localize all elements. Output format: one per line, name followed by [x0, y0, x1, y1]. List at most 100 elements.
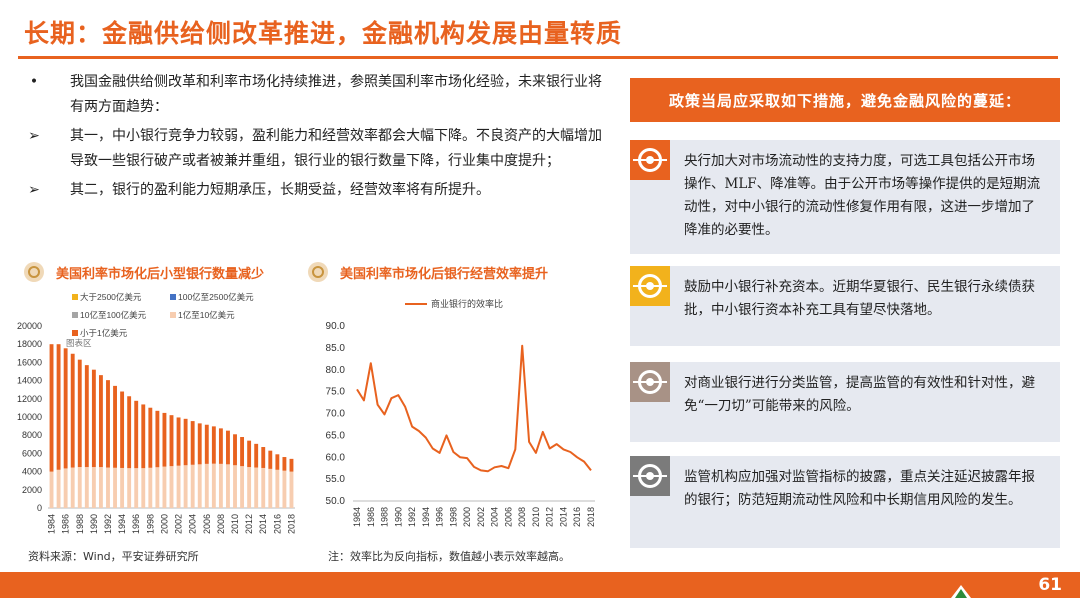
- x-tick-label: 1990: [89, 514, 99, 534]
- y-tick-label: 18000: [17, 339, 42, 349]
- y-tick-label: 55.0: [326, 474, 346, 485]
- chart2-heading: 美国利率市场化后银行经营效率提升: [308, 262, 548, 282]
- y-tick-label: 65.0: [326, 430, 346, 441]
- y-tick-label: 90.0: [326, 321, 346, 332]
- bar: [275, 469, 280, 508]
- bar: [120, 391, 125, 468]
- measure-text: 央行加大对市场流动性的支持力度，可选工具包括公开市场操作、MLF、降准等。由于公…: [684, 153, 1041, 238]
- logo-icon: [951, 585, 971, 598]
- bar: [113, 467, 117, 508]
- y-tick-label: 70.0: [326, 409, 346, 420]
- measure-text: 鼓励中小银行补充资本。近期华夏银行、民生银行永续债获批，中小银行资本补充工具有望…: [684, 279, 1035, 318]
- bar: [120, 467, 125, 508]
- intro-section: • 我国金融供给侧改革和利率市场化持续推进，参照美国利率市场化经验，未来银行业将…: [22, 70, 602, 207]
- x-tick-label: 1984: [352, 507, 362, 527]
- bar: [63, 468, 68, 508]
- bar: [197, 423, 202, 465]
- target-icon: [630, 456, 670, 496]
- bar: [77, 359, 82, 468]
- bar: [247, 467, 252, 508]
- chart-footnote: 注：效率比为反向指标，数值越小表示效率越高。: [328, 550, 570, 563]
- bar: [204, 463, 209, 508]
- page-number: 61: [1038, 575, 1062, 595]
- bar: [240, 466, 245, 508]
- bar: [141, 468, 146, 508]
- x-tick-label: 2012: [545, 507, 555, 527]
- legend-swatch: [72, 312, 78, 318]
- bar: [134, 400, 139, 469]
- bar: [254, 467, 259, 508]
- y-tick-label: 60.0: [326, 452, 346, 463]
- y-tick-label: 6000: [22, 448, 42, 458]
- x-tick-label: 1998: [448, 507, 458, 527]
- x-tick-label: 1984: [47, 514, 57, 534]
- measure-text: 对商业银行进行分类监管，提高监管的有效性和针对性，避免“一刀切”可能带来的风险。: [684, 375, 1035, 414]
- x-tick-label: 2016: [272, 514, 282, 534]
- legend-overlay-label: 图表区: [66, 338, 92, 348]
- bar: [190, 421, 195, 465]
- bar: [98, 375, 103, 468]
- bar: [169, 415, 174, 467]
- bar: [226, 430, 230, 465]
- bar: [211, 463, 216, 508]
- bar: [211, 426, 216, 464]
- bar: [155, 467, 160, 508]
- bar: [106, 467, 110, 508]
- bar: [77, 467, 82, 508]
- legend-swatch: [170, 312, 176, 318]
- bar: [84, 467, 89, 508]
- target-icon: [630, 362, 670, 402]
- y-tick-label: 80.0: [326, 365, 346, 376]
- intro-text: 我国金融供给侧改革和利率市场化持续推进，参照美国利率市场化经验，未来银行业将有两…: [70, 74, 602, 115]
- bar: [91, 467, 96, 508]
- x-tick-label: 1988: [75, 514, 85, 534]
- page-title: 长期：金融供给侧改革推进，金融机构发展由量转质: [24, 19, 623, 48]
- y-tick-label: 75.0: [326, 387, 346, 398]
- legend-label: 商业银行的效率比: [431, 298, 503, 309]
- x-tick-label: 2006: [503, 507, 513, 527]
- legend-swatch: [72, 294, 78, 300]
- measures-title: 政策当局应采取如下措施，避免金融风险的蔓延：: [630, 78, 1060, 122]
- measure-card: 对商业银行进行分类监管，提高监管的有效性和针对性，避免“一刀切”可能带来的风险。: [630, 362, 1060, 442]
- bar: [148, 467, 153, 508]
- x-tick-label: 1998: [145, 514, 155, 534]
- bar: [56, 469, 61, 508]
- legend-label: 10亿至100亿美元: [80, 310, 147, 320]
- bar: [268, 450, 273, 469]
- y-tick-label: 2000: [22, 485, 42, 495]
- x-tick-label: 2016: [572, 507, 582, 527]
- bar: [113, 385, 117, 468]
- legend-swatch: [170, 294, 176, 300]
- y-tick-label: 10000: [17, 412, 42, 422]
- y-tick-label: 0: [37, 503, 42, 513]
- bank-count-chart: 大于2500亿美元 100亿至2500亿美元 10亿至100亿美元 1亿至10亿美元小…: [17, 292, 297, 534]
- trend-two-text: 其二，银行的盈利能力短期承压，长期受益，经营效率将有所提升。: [70, 182, 490, 198]
- bar: [70, 467, 75, 508]
- x-tick-label: 2008: [517, 507, 527, 527]
- bar: [204, 424, 209, 464]
- chart1-title: 美国利率市场化后小型银行数量减少: [56, 266, 265, 282]
- source-note: 资料来源：Wind，平安证券研究所: [28, 550, 199, 563]
- trend-one-text: 其一，中小银行竞争力较弱，盈利能力和经营效率都会大幅下降。不良资产的大幅增加导致…: [70, 128, 602, 169]
- measure-card: 监管机构应加强对监管指标的披露，重点关注延迟披露年报的银行；防范短期流动性风险和…: [630, 456, 1060, 548]
- y-tick-label: 16000: [17, 357, 42, 367]
- bar: [176, 465, 181, 508]
- x-tick-label: 1996: [131, 514, 141, 534]
- bar: [169, 466, 174, 508]
- x-tick-label: 1994: [421, 507, 431, 527]
- target-icon: [308, 262, 328, 282]
- bar: [155, 410, 160, 468]
- x-tick-label: 1986: [61, 514, 71, 534]
- bullet-marker: •: [29, 74, 39, 90]
- x-tick-label: 2010: [230, 514, 240, 534]
- measure-card: 央行加大对市场流动性的支持力度，可选工具包括公开市场操作、MLF、降准等。由于公…: [630, 140, 1060, 254]
- x-tick-label: 2000: [462, 507, 472, 527]
- bar: [226, 464, 230, 508]
- x-tick-label: 1996: [435, 507, 445, 527]
- bar: [148, 407, 153, 468]
- bar: [162, 466, 167, 508]
- x-tick-label: 1988: [380, 507, 390, 527]
- x-tick-label: 2002: [476, 507, 486, 527]
- arrow-marker: ➢: [28, 128, 40, 144]
- bar: [183, 418, 188, 466]
